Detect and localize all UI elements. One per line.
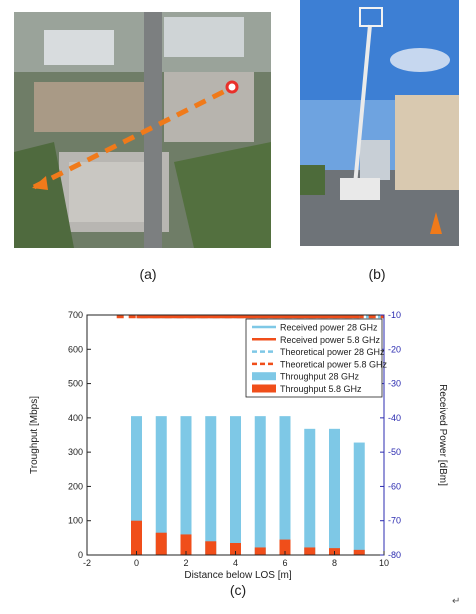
y-left-tick-label: 200 — [68, 481, 83, 491]
left-axis-label: Troughput [Mbps] — [29, 396, 40, 474]
bar-throughput-28 — [279, 416, 291, 555]
y-left-tick-label: 700 — [68, 310, 83, 320]
y-left-tick-label: 0 — [78, 550, 83, 560]
y-left-tick-label: 300 — [68, 447, 83, 457]
y-right-tick-label: -10 — [388, 310, 401, 320]
x-tick-label: 8 — [332, 558, 337, 568]
caption-c: (c) — [229, 582, 247, 598]
x-tick-label: 6 — [282, 558, 287, 568]
legend-label: Received power 5.8 GHz — [280, 335, 381, 345]
bar-throughput-58 — [254, 547, 266, 555]
y-right-tick-label: -60 — [388, 481, 401, 491]
bar-throughput-58 — [180, 534, 192, 555]
y-right-tick-label: -30 — [388, 379, 401, 389]
y-right-tick-label: -20 — [388, 344, 401, 354]
bar-throughput-58 — [230, 543, 241, 555]
lift-photo — [300, 0, 459, 246]
bar-throughput-58 — [279, 539, 291, 555]
bar-throughput-28 — [353, 442, 365, 555]
y-right-tick-label: -50 — [388, 447, 401, 457]
y-left-tick-label: 400 — [68, 413, 83, 423]
bar-throughput-58 — [353, 549, 365, 555]
y-left-tick-label: 600 — [68, 344, 83, 354]
y-right-tick-label: -70 — [388, 516, 401, 526]
chart-legend: Received power 28 GHz Received power 5.8 … — [245, 318, 388, 398]
y-left-tick-label: 100 — [68, 516, 83, 526]
bar-throughput-28 — [180, 416, 192, 555]
y-right-tick-label: -40 — [388, 413, 401, 423]
legend-label: Theoretical power 5.8 GHz — [280, 359, 388, 369]
x-tick-label: -2 — [83, 558, 91, 568]
line-theoretical-28 — [133, 315, 384, 319]
bar-throughput-28 — [205, 416, 217, 555]
x-tick-label: 2 — [183, 558, 188, 568]
legend-box — [245, 318, 383, 398]
return-mark: ↵ — [452, 596, 461, 607]
caption-a: (a) — [139, 266, 157, 282]
bar-throughput-28 — [131, 416, 142, 555]
bar-throughput-28 — [304, 428, 316, 555]
bar-throughput-58 — [304, 547, 316, 555]
aerial-photo — [14, 12, 271, 248]
x-tick-label: 0 — [134, 558, 139, 568]
bar-throughput-28 — [329, 428, 340, 555]
x-tick-label: 10 — [379, 558, 389, 568]
bar-throughput-58 — [155, 532, 167, 555]
legend-swatch — [252, 384, 276, 393]
throughput-power-chart: -2 0 2 4 6 8 100100200300400500600700-80-70-60… — [29, 310, 448, 581]
legend-label: Throughput 28 GHz — [280, 372, 360, 382]
bar-throughput-58 — [131, 520, 142, 555]
legend-label: Received power 28 GHz — [280, 323, 378, 333]
legend-label: Throughput 5.8 GHz — [280, 384, 362, 394]
bar-throughput-28 — [230, 416, 241, 555]
y-right-tick-label: -80 — [388, 550, 401, 560]
legend-swatch — [252, 372, 276, 381]
bar-throughput-28 — [155, 416, 167, 555]
right-axis-label: Received Power [dBm] — [437, 384, 448, 486]
x-axis-label: Distance below LOS [m] — [184, 570, 291, 581]
caption-b: (b) — [368, 266, 386, 282]
bar-throughput-58 — [205, 541, 217, 555]
y-left-tick-label: 500 — [68, 379, 83, 389]
bar-throughput-28 — [254, 416, 266, 555]
legend-label: Theoretical power 28 GHz — [280, 347, 385, 357]
x-tick-label: 4 — [233, 558, 238, 568]
